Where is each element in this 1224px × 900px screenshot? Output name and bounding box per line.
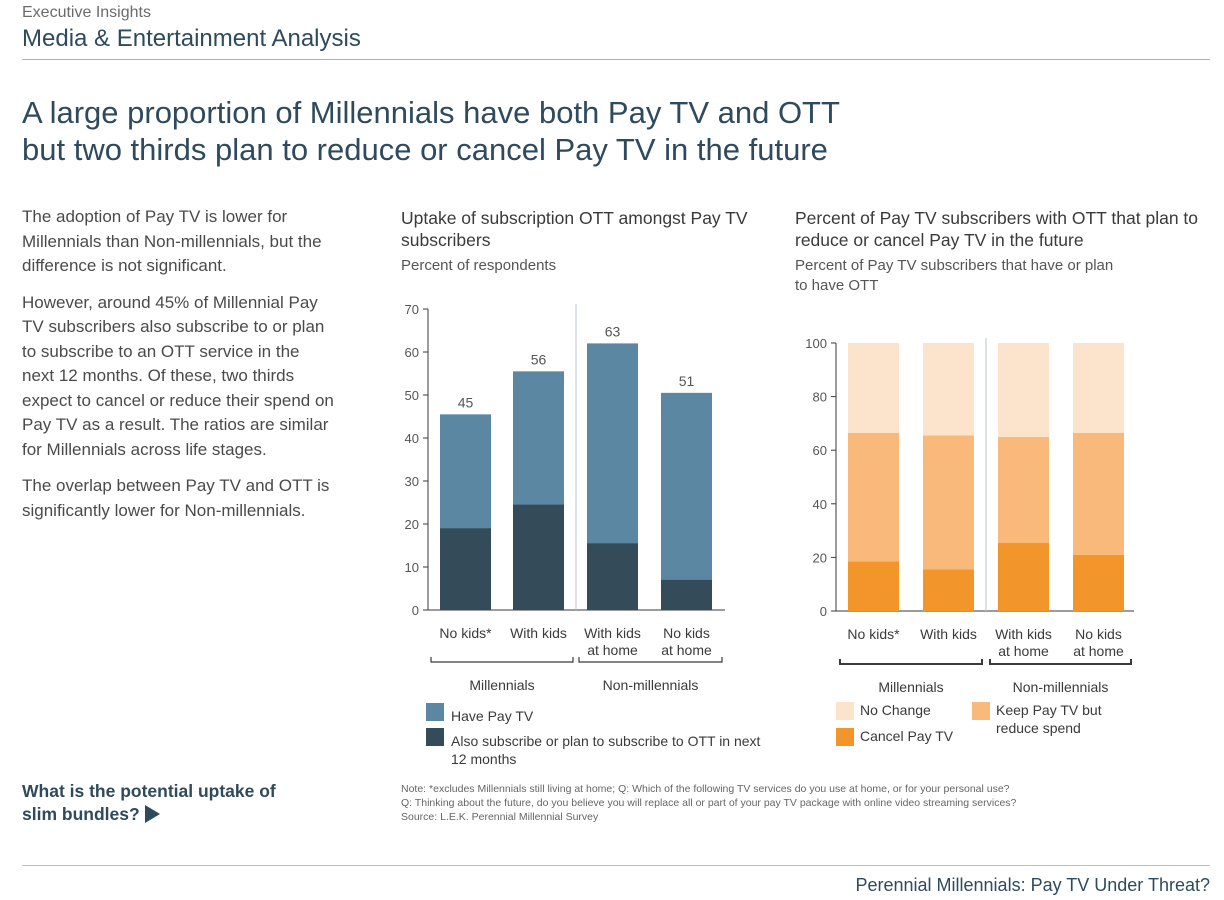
legend-label-cancel: Cancel Pay TV [860, 728, 954, 744]
chart2-y-tick-label: 40 [813, 497, 827, 512]
chart2-bar-cancel-pay-tv [923, 569, 974, 611]
chart1-category-label: No kids* [439, 625, 492, 641]
body-paragraph-3: The overlap between Pay TV and OTT is si… [22, 476, 330, 520]
chart2-bar-cancel-pay-tv [848, 561, 899, 611]
chart2-group-label: Millennials [878, 679, 943, 695]
chart1-group-bracket [578, 657, 723, 663]
chart1-group-label: Millennials [469, 677, 534, 693]
legend-label-no-change: No Change [860, 702, 931, 718]
chart2-bar-no-change [848, 343, 899, 433]
chart2-y-tick-label: 80 [813, 390, 827, 405]
chart2-bar-keep-pay-tv-but-reduce-spend [848, 432, 899, 562]
chart1-legend: Have Pay TV Also subscribe or plan to su… [426, 703, 786, 773]
chart2-y-tick-label: 100 [805, 336, 827, 351]
page-headline: A large proportion of Millennials have b… [22, 94, 1022, 168]
chart1-y-tick-label: 20 [405, 517, 419, 532]
chart2-category-label: No kids [1075, 626, 1122, 642]
footer-title: Perennial Millennials: Pay TV Under Thre… [855, 875, 1210, 895]
chart1-y-tick-label: 70 [405, 302, 419, 317]
chart2-category-label: at home [1073, 643, 1124, 659]
chart1-bar-ott [661, 579, 712, 610]
chart2-y-tick-label: 60 [813, 443, 827, 458]
chart2-y-tick-label: 0 [820, 604, 827, 619]
legend-swatch-have-pay-tv [426, 703, 444, 721]
body-paragraph-2: However, around 45% of Millennial Pay TV… [22, 292, 334, 459]
body-text: The adoption of Pay TV is lower for Mill… [22, 205, 334, 535]
chart1-data-label: 51 [679, 373, 695, 389]
chart1-category-label: With kids [510, 625, 567, 641]
section-title: Media & Entertainment Analysis [22, 25, 361, 52]
chart2-bar-no-change [923, 343, 974, 436]
legend-swatch-cancel [836, 728, 854, 746]
chart1-y-tick-label: 30 [405, 474, 419, 489]
legend-label-ott-line-2: 12 months [451, 751, 517, 767]
body-paragraph-1: The adoption of Pay TV is lower for Mill… [22, 207, 322, 275]
chart1-data-label: 63 [605, 323, 621, 339]
legend-label-have-pay-tv: Have Pay TV [451, 708, 534, 724]
legend-label-keep-reduce-line-1: Keep Pay TV but [996, 702, 1102, 718]
header-divider [22, 59, 1210, 60]
note-line-1: Note: *excludes Millennials still living… [401, 783, 1010, 795]
chart1-category-label: No kids [663, 625, 710, 641]
chart1-bar-ott [587, 543, 638, 610]
chart1-y-tick-label: 0 [412, 603, 419, 618]
play-arrow-icon [144, 805, 160, 823]
note-line-3: Source: L.E.K. Perennial Millennial Surv… [401, 811, 599, 823]
headline-line-2: but two thirds plan to reduce or cancel … [22, 132, 828, 167]
chart2-bar-keep-pay-tv-but-reduce-spend [1073, 432, 1124, 555]
chart1-bar-ott [513, 504, 564, 610]
chart2-category-label: No kids* [847, 626, 900, 642]
chart2-group-label: Non-millennials [1013, 679, 1109, 695]
chart1-title: Uptake of subscription OTT amongst Pay T… [401, 208, 748, 250]
chart2-legend: No Change Cancel Pay TV Keep Pay TV but … [836, 700, 1136, 750]
chart1-data-label: 56 [531, 351, 547, 367]
legend-label-keep-reduce-line-2: reduce spend [996, 720, 1081, 736]
chart2-group-bracket [839, 659, 983, 665]
chart1-y-tick-label: 10 [405, 560, 419, 575]
source-notes: Note: *excludes Millennials still living… [401, 782, 1101, 824]
chart2-bar-no-change [998, 343, 1049, 437]
chart1-category-label: at home [587, 642, 638, 658]
chart2-bar-keep-pay-tv-but-reduce-spend [998, 436, 1049, 543]
chart2-bar-cancel-pay-tv [998, 542, 1049, 611]
chart1-group-bracket [430, 657, 574, 663]
slim-bundles-link[interactable]: What is the potential uptake of slim bun… [22, 780, 292, 826]
chart2-group-bracket [989, 659, 1132, 665]
chart2-category-label: With kids [995, 626, 1052, 642]
chart2-y-tick-label: 20 [813, 550, 827, 565]
chart1-bar-ott [440, 528, 491, 610]
chart1-y-tick-label: 50 [405, 388, 419, 403]
legend-swatch-no-change [836, 702, 854, 720]
headline-line-1: A large proportion of Millennials have b… [22, 95, 840, 130]
chart2-title: Percent of Pay TV subscribers with OTT t… [795, 208, 1199, 250]
chart1-bar-have-pay-tv [661, 392, 712, 610]
kicker-label: Executive Insights [22, 4, 151, 21]
chart2-category-label: at home [998, 643, 1049, 659]
legend-label-keep-reduce: Keep Pay TV but reduce spend [996, 701, 1136, 737]
chart1-category-label: With kids [584, 625, 641, 641]
legend-label-ott: Also subscribe or plan to subscribe to O… [451, 732, 791, 768]
note-line-2: Q: Thinking about the future, do you bel… [401, 797, 1017, 809]
legend-swatch-ott [426, 728, 444, 746]
chart1-data-label: 45 [458, 394, 474, 410]
chart1-category-label: at home [661, 642, 712, 658]
chart2-bar-keep-pay-tv-but-reduce-spend [923, 435, 974, 570]
legend-label-ott-line-1: Also subscribe or plan to subscribe to O… [451, 733, 761, 749]
legend-swatch-keep-reduce [972, 702, 990, 720]
chart2-bar-cancel-pay-tv [1073, 554, 1124, 611]
chart1-y-tick-label: 40 [405, 431, 419, 446]
chart1-group-label: Non-millennials [603, 677, 699, 693]
footer-divider [22, 865, 1210, 866]
chart2-subtitle: Percent of Pay TV subscribers that have … [795, 257, 1114, 294]
chart1-y-tick-label: 60 [405, 345, 419, 360]
chart1-subtitle: Percent of respondents [401, 257, 557, 274]
chart2-category-label: With kids [920, 626, 977, 642]
slim-bundles-link-label: What is the potential uptake of slim bun… [22, 781, 276, 824]
chart2-bar-no-change [1073, 343, 1124, 433]
